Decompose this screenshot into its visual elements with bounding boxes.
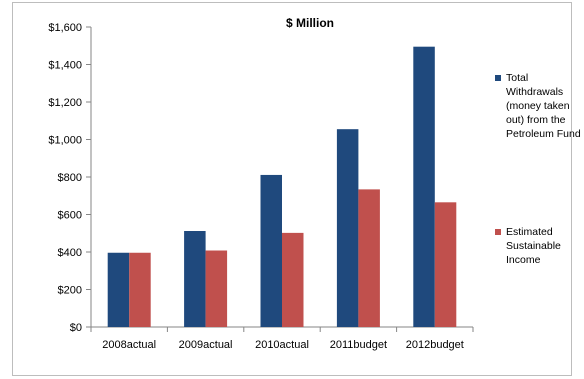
- bar: [282, 232, 304, 327]
- axes: $0 $200 $400 $600 $800 $1,000 $1,200 $1,400 $1,6…: [48, 22, 474, 351]
- y-tick-label: $1,200: [48, 97, 82, 109]
- y-tick-label: $200: [58, 285, 82, 297]
- legend-entry: Total Withdrawals (money taken out) from th…: [506, 72, 581, 140]
- y-tick-label: $600: [58, 210, 82, 222]
- chart-title: $ Million: [286, 16, 334, 30]
- bar: [205, 250, 228, 327]
- legend-swatch: [495, 229, 501, 235]
- bar: [434, 202, 457, 327]
- legend-entry: Estimated Sustainable Income: [506, 226, 561, 266]
- legend: Total Withdrawals (money taken out) from th…: [495, 72, 581, 266]
- bar: [260, 174, 282, 327]
- y-tick-label: $800: [58, 172, 82, 184]
- bar: [107, 252, 130, 327]
- bar: [413, 46, 435, 327]
- x-tick-label: 2008actual: [102, 339, 156, 351]
- bars: [107, 46, 457, 327]
- y-tick-label: $0: [70, 322, 82, 334]
- x-tick-label: 2009actual: [179, 339, 233, 351]
- x-tick-label: 2011budget: [330, 339, 387, 351]
- bar: [129, 252, 151, 327]
- x-tick-label: 2012budget: [406, 339, 464, 351]
- y-tick-label: $400: [58, 247, 82, 259]
- bar: [184, 231, 206, 327]
- bar: [358, 189, 380, 327]
- y-tick-label: $1,600: [48, 22, 82, 34]
- y-tick-label: $1,400: [48, 60, 82, 72]
- x-tick-label: 2010actual: [255, 339, 309, 351]
- y-tick-label: $1,000: [48, 135, 82, 147]
- bar: [336, 129, 359, 327]
- legend-swatch: [495, 75, 501, 81]
